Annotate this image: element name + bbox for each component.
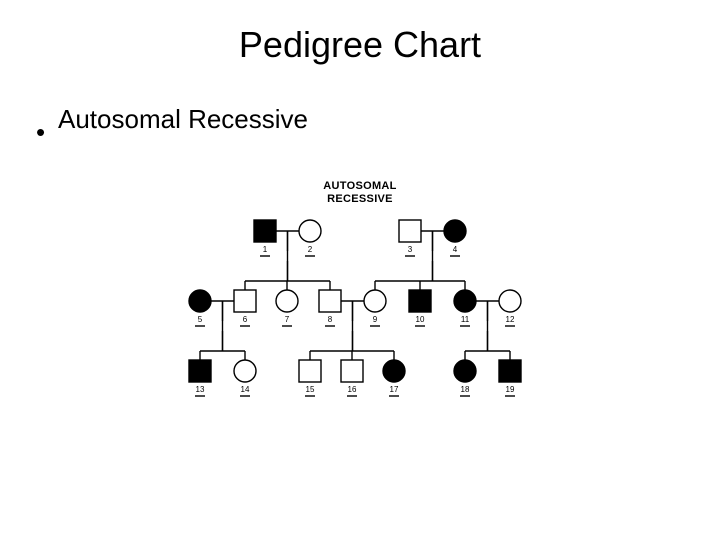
- bullet-text: Autosomal Recessive: [58, 104, 308, 134]
- svg-text:15: 15: [306, 385, 315, 394]
- svg-text:3: 3: [408, 245, 413, 254]
- svg-text:16: 16: [348, 385, 357, 394]
- chart-caption: AUTOSOMAL RECESSIVE: [160, 180, 560, 205]
- svg-text:7: 7: [285, 315, 290, 324]
- caption-line-2: RECESSIVE: [327, 193, 393, 205]
- bullet-item: • Autosomal Recessive: [36, 104, 720, 135]
- svg-text:13: 13: [196, 385, 205, 394]
- svg-text:19: 19: [506, 385, 515, 394]
- page-title: Pedigree Chart: [0, 0, 720, 66]
- svg-text:5: 5: [198, 315, 203, 324]
- svg-text:6: 6: [243, 315, 248, 324]
- svg-text:11: 11: [461, 315, 470, 324]
- pedigree-svg: 12345678910111213141516171819: [160, 211, 560, 411]
- svg-text:12: 12: [506, 315, 515, 324]
- svg-text:8: 8: [328, 315, 333, 324]
- svg-text:17: 17: [390, 385, 399, 394]
- svg-text:18: 18: [461, 385, 470, 394]
- svg-text:14: 14: [241, 385, 250, 394]
- caption-line-1: AUTOSOMAL: [323, 180, 396, 192]
- bullet-dot: •: [36, 117, 44, 125]
- svg-text:10: 10: [416, 315, 425, 324]
- svg-text:2: 2: [308, 245, 313, 254]
- svg-text:1: 1: [263, 245, 268, 254]
- svg-text:9: 9: [373, 315, 378, 324]
- svg-text:4: 4: [453, 245, 458, 254]
- pedigree-chart: AUTOSOMAL RECESSIVE 12345678910111213141…: [160, 180, 560, 410]
